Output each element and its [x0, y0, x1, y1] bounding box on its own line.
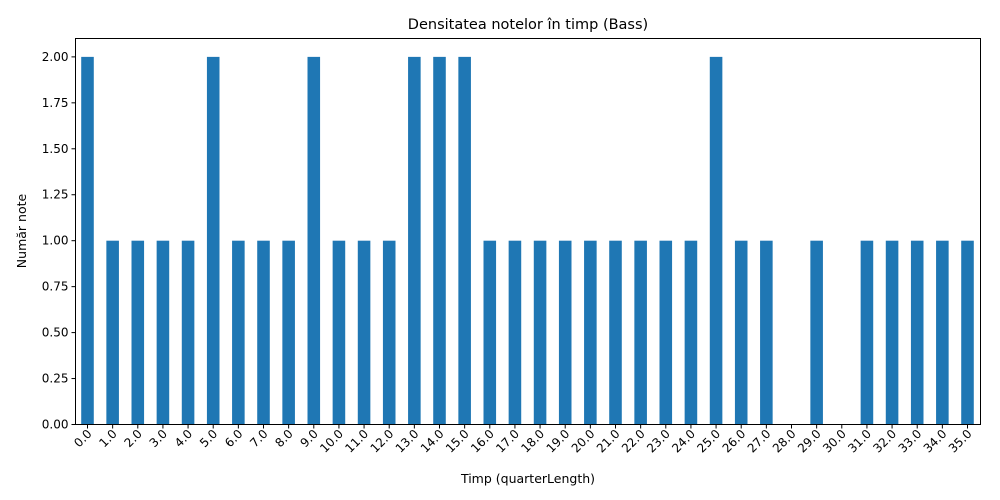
x-tick-label: 14.0	[418, 427, 447, 456]
x-tick-label: 0.0	[71, 427, 94, 450]
bar	[408, 56, 421, 425]
x-tick-label: 10.0	[317, 427, 346, 456]
bar	[860, 240, 874, 425]
y-tick-label: 0.25	[42, 372, 69, 386]
bar	[156, 240, 170, 425]
bar	[458, 56, 471, 425]
x-tick-label: 6.0	[222, 427, 245, 450]
x-tick-label: 12.0	[368, 427, 397, 456]
chart-title: Densitatea notelor în timp (Bass)	[408, 17, 648, 33]
x-axis-label: Timp (quarterLength)	[460, 471, 595, 486]
bar	[131, 240, 145, 425]
bar	[483, 240, 497, 425]
x-tick-label: 8.0	[272, 427, 295, 450]
x-tick-label: 26.0	[720, 427, 749, 456]
bar	[106, 240, 119, 425]
x-tick-label: 25.0	[694, 427, 723, 456]
x-tick-label: 24.0	[669, 427, 698, 456]
x-tick-label: 19.0	[544, 427, 573, 456]
bar	[885, 240, 899, 425]
x-tick-label: 16.0	[468, 427, 497, 456]
bar	[910, 240, 924, 425]
x-tick-label: 15.0	[443, 427, 472, 456]
x-tick-label: 29.0	[795, 427, 824, 456]
bar	[282, 240, 295, 425]
x-tick-label: 7.0	[247, 427, 270, 450]
bar	[961, 240, 974, 425]
x-tick-label: 4.0	[172, 427, 195, 450]
x-tick-label: 3.0	[147, 427, 170, 450]
bar	[508, 240, 522, 425]
x-tick-label: 17.0	[493, 427, 522, 456]
bar	[709, 56, 723, 425]
x-tick-label: 18.0	[518, 427, 547, 456]
bar	[634, 240, 647, 425]
x-tick-label: 11.0	[342, 427, 371, 456]
bar	[609, 240, 622, 425]
bar	[433, 56, 446, 425]
x-tick-label: 35.0	[946, 427, 975, 456]
bar	[558, 240, 572, 425]
bar	[659, 240, 673, 425]
bar	[232, 240, 245, 425]
y-tick-label: 1.75	[42, 96, 69, 110]
bar	[810, 240, 823, 425]
x-tick-label: 31.0	[845, 427, 874, 456]
y-tick-label: 0.00	[42, 418, 69, 432]
y-axis-label: Număr note	[14, 194, 29, 269]
x-tick-label: 30.0	[820, 427, 849, 456]
bar	[206, 56, 220, 425]
x-tick-label: 22.0	[619, 427, 648, 456]
x-tick-label: 5.0	[197, 427, 220, 450]
x-tick-label: 1.0	[96, 427, 119, 450]
bar	[357, 240, 371, 425]
y-tick-label: 1.00	[42, 234, 69, 248]
x-tick-label: 13.0	[393, 427, 422, 456]
bar	[181, 240, 195, 425]
bar	[257, 240, 270, 425]
bars-group	[81, 56, 974, 425]
x-tick-label: 27.0	[745, 427, 774, 456]
bar	[332, 240, 346, 425]
x-tick-label: 32.0	[870, 427, 899, 456]
x-tick-label: 34.0	[921, 427, 950, 456]
bar	[307, 56, 321, 425]
bar	[684, 240, 698, 425]
bar	[382, 240, 396, 425]
y-tick-label: 0.50	[42, 326, 69, 340]
x-tick-label: 2.0	[122, 427, 145, 450]
y-tick-label: 0.75	[42, 280, 69, 294]
y-tick-label: 1.50	[42, 142, 69, 156]
x-tick-label: 28.0	[770, 427, 799, 456]
y-tick-label: 1.25	[42, 188, 69, 202]
bar	[734, 240, 748, 425]
bar	[584, 240, 597, 425]
x-tick-label: 33.0	[896, 427, 925, 456]
x-ticks-group: 0.0 1.0 2.0 3.0 4.0 5.0 6.0 7.0 8.0 9.010.011.012…	[71, 424, 975, 456]
y-tick-label: 2.00	[42, 50, 69, 64]
bar	[533, 240, 547, 425]
x-tick-label: 23.0	[644, 427, 673, 456]
x-tick-label: 20.0	[569, 427, 598, 456]
bar	[81, 56, 94, 425]
bar	[760, 240, 773, 425]
plot-frame	[75, 38, 981, 425]
x-tick-label: 21.0	[594, 427, 623, 456]
y-ticks-group: 0.00 0.25 0.50 0.75 1.00 1.25 1.50 1.75 2.00	[42, 50, 76, 432]
bar	[936, 240, 949, 425]
